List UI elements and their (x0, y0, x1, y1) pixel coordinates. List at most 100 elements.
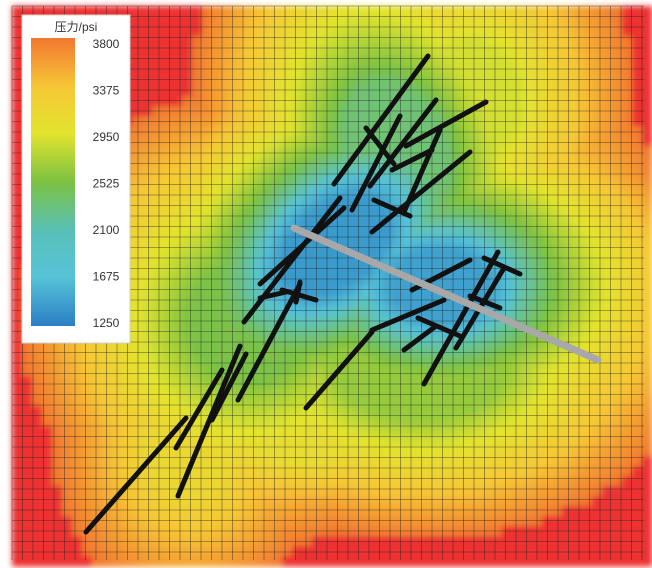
heatmap-cell (412, 456, 423, 467)
heatmap-cell (162, 416, 173, 427)
heatmap-cell (192, 156, 203, 167)
heatmap-cell (352, 216, 363, 227)
heatmap-cell (292, 446, 303, 457)
heatmap-cell (592, 366, 603, 377)
heatmap-cell (52, 396, 63, 407)
heatmap-cell (262, 296, 273, 307)
heatmap-cell (142, 146, 153, 157)
heatmap-cell (492, 126, 503, 137)
heatmap-cell (502, 6, 513, 17)
heatmap-cell (232, 426, 243, 437)
heatmap-cell (62, 486, 73, 497)
heatmap-cell (252, 506, 263, 517)
heatmap-cell (282, 526, 293, 537)
heatmap-cell (362, 236, 373, 247)
heatmap-cell (282, 406, 293, 417)
heatmap-cell (262, 446, 273, 457)
heatmap-cell (592, 396, 603, 407)
heatmap-cell (172, 266, 183, 277)
heatmap-cell (342, 286, 353, 297)
heatmap-cell (562, 236, 573, 247)
heatmap-cell (282, 36, 293, 47)
heatmap-cell (602, 366, 613, 377)
heatmap-cell (272, 356, 283, 367)
heatmap-cell (592, 56, 603, 67)
heatmap-cell (492, 186, 503, 197)
heatmap-cell (482, 146, 493, 157)
heatmap-cell (582, 376, 593, 387)
heatmap-cell (412, 506, 423, 517)
heatmap-cell (512, 516, 523, 527)
heatmap-cell (632, 416, 643, 427)
heatmap-cell (162, 96, 173, 107)
heatmap-cell (622, 176, 633, 187)
heatmap-cell (102, 466, 113, 477)
heatmap-cell (132, 226, 143, 237)
heatmap-cell (632, 366, 643, 377)
heatmap-cell (582, 456, 593, 467)
heatmap-cell (612, 166, 623, 177)
heatmap-cell (452, 256, 463, 267)
heatmap-cell (562, 216, 573, 227)
heatmap-cell (502, 496, 513, 507)
heatmap-cell (252, 16, 263, 27)
heatmap-cell (352, 516, 363, 527)
heatmap-cell (382, 66, 393, 77)
heatmap-cell (502, 16, 513, 27)
heatmap-cell (302, 336, 313, 347)
heatmap-cell (602, 86, 613, 97)
heatmap-cell (102, 396, 113, 407)
heatmap-cell (142, 406, 153, 417)
heatmap-cell (182, 206, 193, 217)
heatmap-cell (492, 416, 503, 427)
heatmap-cell (302, 416, 313, 427)
heatmap-cell (322, 156, 333, 167)
heatmap-cell (162, 396, 173, 407)
heatmap-cell (622, 556, 633, 567)
heatmap-cell (602, 126, 613, 137)
heatmap-cell (232, 486, 243, 497)
heatmap-cell (242, 306, 253, 317)
heatmap-cell (242, 126, 253, 137)
heatmap-cell (162, 166, 173, 177)
heatmap-cell (232, 226, 243, 237)
heatmap-cell (452, 516, 463, 527)
heatmap-cell (312, 196, 323, 207)
heatmap-cell (552, 546, 563, 557)
heatmap-cell (212, 556, 223, 567)
heatmap-cell (272, 456, 283, 467)
heatmap-cell (502, 126, 513, 137)
heatmap-cell (432, 206, 443, 217)
heatmap-cell (352, 496, 363, 507)
heatmap-cell (12, 376, 23, 387)
heatmap-cell (142, 216, 153, 227)
heatmap-cell (202, 336, 213, 347)
heatmap-cell (592, 246, 603, 257)
heatmap-cell (132, 276, 143, 287)
heatmap-cell (592, 166, 603, 177)
heatmap-cell (532, 226, 543, 237)
heatmap-cell (32, 6, 43, 17)
heatmap-cell (182, 446, 193, 457)
heatmap-cell (612, 466, 623, 477)
heatmap-cell (202, 466, 213, 477)
heatmap-cell (432, 166, 443, 177)
heatmap-cell (262, 246, 273, 257)
heatmap-cell (532, 86, 543, 97)
heatmap-cell (422, 366, 433, 377)
heatmap-cell (222, 36, 233, 47)
heatmap-cell (172, 476, 183, 487)
heatmap-cell (432, 556, 443, 567)
heatmap-cell (632, 176, 643, 187)
heatmap-cell (272, 156, 283, 167)
heatmap-cell (622, 456, 633, 467)
heatmap-cell (432, 156, 443, 167)
heatmap-cell (592, 526, 603, 537)
heatmap-cell (622, 46, 633, 57)
heatmap-cell (452, 266, 463, 277)
heatmap-cell (282, 146, 293, 157)
heatmap-cell (512, 416, 523, 427)
heatmap-cell (442, 456, 453, 467)
heatmap-cell (642, 26, 652, 37)
heatmap-cell (602, 256, 613, 267)
